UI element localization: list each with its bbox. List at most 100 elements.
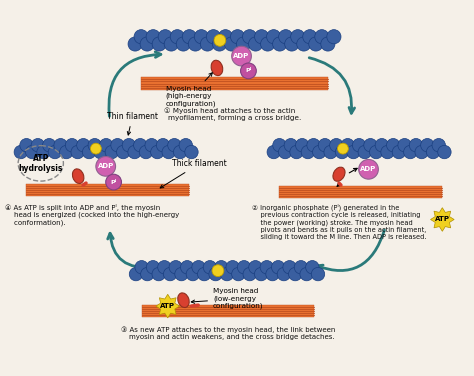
Circle shape	[188, 37, 202, 51]
Circle shape	[43, 138, 56, 152]
Circle shape	[134, 30, 148, 44]
Circle shape	[301, 146, 315, 159]
Text: Myosin head
(high-energy
configuration): Myosin head (high-energy configuration)	[166, 73, 216, 107]
Text: ADP: ADP	[98, 163, 114, 169]
Bar	[142, 268, 314, 274]
Circle shape	[272, 261, 285, 274]
Circle shape	[249, 261, 262, 274]
Circle shape	[341, 138, 355, 152]
Bar	[27, 183, 189, 196]
Circle shape	[294, 261, 308, 274]
Circle shape	[141, 267, 154, 281]
Circle shape	[284, 138, 298, 152]
Circle shape	[290, 146, 303, 159]
Circle shape	[122, 138, 136, 152]
Circle shape	[266, 30, 281, 44]
Circle shape	[209, 267, 222, 281]
Circle shape	[309, 37, 323, 51]
Circle shape	[438, 146, 451, 159]
Circle shape	[381, 146, 394, 159]
Circle shape	[291, 30, 305, 44]
Circle shape	[192, 261, 205, 274]
Circle shape	[77, 138, 90, 152]
Circle shape	[289, 267, 302, 281]
Circle shape	[237, 37, 251, 51]
Circle shape	[267, 146, 281, 159]
Text: ① Myosin head attaches to the actin
    myofilament, forming a cross bridge.: ① Myosin head attaches to the actin myof…	[159, 107, 301, 121]
Circle shape	[386, 138, 400, 152]
Circle shape	[134, 138, 147, 152]
Circle shape	[14, 146, 27, 159]
Circle shape	[415, 146, 428, 159]
Circle shape	[307, 138, 320, 152]
Circle shape	[335, 146, 349, 159]
Circle shape	[232, 267, 245, 281]
Ellipse shape	[333, 167, 345, 181]
Bar	[141, 34, 328, 40]
Circle shape	[327, 30, 341, 44]
Circle shape	[201, 37, 215, 51]
Text: Thin filament: Thin filament	[107, 112, 158, 135]
Circle shape	[152, 267, 165, 281]
Ellipse shape	[178, 293, 189, 308]
Text: ATP: ATP	[435, 217, 450, 223]
Circle shape	[273, 37, 287, 51]
Circle shape	[279, 30, 293, 44]
Circle shape	[300, 267, 313, 281]
Bar	[27, 146, 189, 152]
Text: Thick filament: Thick filament	[160, 159, 227, 188]
Circle shape	[128, 146, 141, 159]
Circle shape	[359, 159, 378, 179]
Text: ADP: ADP	[360, 166, 377, 172]
Ellipse shape	[73, 169, 84, 183]
Circle shape	[96, 156, 116, 176]
Circle shape	[158, 261, 171, 274]
Circle shape	[426, 146, 440, 159]
Circle shape	[364, 138, 377, 152]
Circle shape	[260, 261, 273, 274]
Circle shape	[146, 30, 160, 44]
Bar	[141, 77, 328, 90]
Circle shape	[145, 138, 158, 152]
Circle shape	[54, 138, 67, 152]
Circle shape	[20, 138, 33, 152]
Circle shape	[164, 267, 177, 281]
Circle shape	[403, 146, 417, 159]
Text: ATP
hydrolysis: ATP hydrolysis	[18, 154, 63, 173]
Circle shape	[31, 138, 45, 152]
Circle shape	[169, 261, 182, 274]
Circle shape	[224, 37, 238, 51]
Circle shape	[206, 30, 220, 44]
Circle shape	[71, 146, 84, 159]
Circle shape	[230, 30, 245, 44]
Text: Pᴵ: Pᴵ	[110, 180, 117, 185]
Circle shape	[375, 138, 389, 152]
Circle shape	[219, 30, 233, 44]
Circle shape	[237, 261, 251, 274]
Circle shape	[106, 174, 121, 190]
Circle shape	[255, 30, 269, 44]
Circle shape	[26, 146, 39, 159]
Circle shape	[88, 138, 101, 152]
Circle shape	[181, 261, 194, 274]
Circle shape	[82, 146, 96, 159]
Circle shape	[285, 37, 299, 51]
Circle shape	[139, 146, 153, 159]
Circle shape	[312, 146, 326, 159]
Circle shape	[60, 146, 73, 159]
Text: ADP: ADP	[233, 53, 250, 59]
Circle shape	[146, 261, 160, 274]
Circle shape	[295, 138, 309, 152]
Circle shape	[173, 146, 187, 159]
Circle shape	[48, 146, 62, 159]
Circle shape	[164, 37, 178, 51]
Circle shape	[398, 138, 411, 152]
Circle shape	[324, 146, 337, 159]
Circle shape	[346, 146, 360, 159]
Circle shape	[215, 261, 228, 274]
Circle shape	[158, 30, 173, 44]
Circle shape	[156, 138, 170, 152]
Circle shape	[329, 138, 343, 152]
Circle shape	[162, 146, 175, 159]
Circle shape	[135, 261, 148, 274]
